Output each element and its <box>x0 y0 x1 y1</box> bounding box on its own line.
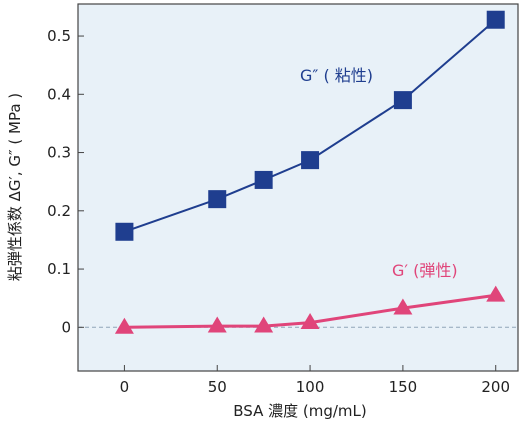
x-tick-label: 150 <box>389 378 418 396</box>
data-point-square <box>486 10 505 29</box>
data-point-triangle <box>486 285 506 302</box>
x-tick-label: 200 <box>481 378 510 396</box>
y-axis-ticks: 0 0.1 0.2 0.3 0.4 0.5 <box>47 27 84 336</box>
x-axis-ticks: 0 50 100 150 200 <box>120 365 510 396</box>
data-point-triangle <box>393 298 413 315</box>
plot-area <box>77 3 519 372</box>
y-tick-label: 0.5 <box>47 27 71 45</box>
x-tick-label: 0 <box>120 378 130 396</box>
data-point-square <box>254 170 273 189</box>
x-tick-label: 50 <box>208 378 227 396</box>
series-line-0 <box>124 18 497 233</box>
y-tick-label: 0.4 <box>47 85 71 103</box>
y-tick-label: 0.3 <box>47 144 71 162</box>
x-axis-label: BSA 濃度 (mg/mL) <box>233 402 366 420</box>
data-point-square <box>115 222 134 241</box>
x-tick-label: 100 <box>296 378 325 396</box>
series-layer <box>114 10 506 334</box>
series-line-1 <box>124 293 496 329</box>
y-tick-label: 0.2 <box>47 202 71 220</box>
y-axis-label: 粘弾性係数 ΔG′, G″ ( MPa ) <box>6 93 24 281</box>
series-label-elastic: G′ (弾性) <box>392 261 458 280</box>
data-point-triangle <box>300 313 320 330</box>
data-point-square <box>393 91 412 110</box>
data-point-triangle <box>114 317 134 334</box>
data-point-square <box>301 151 320 170</box>
y-tick-label: 0 <box>61 318 71 336</box>
series-labels: G″ ( 粘性) G′ (弾性) <box>300 66 458 280</box>
y-tick-label: 0.1 <box>47 260 71 278</box>
data-point-square <box>208 190 227 209</box>
data-point-triangle <box>207 316 227 333</box>
series-label-viscous: G″ ( 粘性) <box>300 66 373 85</box>
data-point-triangle <box>254 316 274 333</box>
